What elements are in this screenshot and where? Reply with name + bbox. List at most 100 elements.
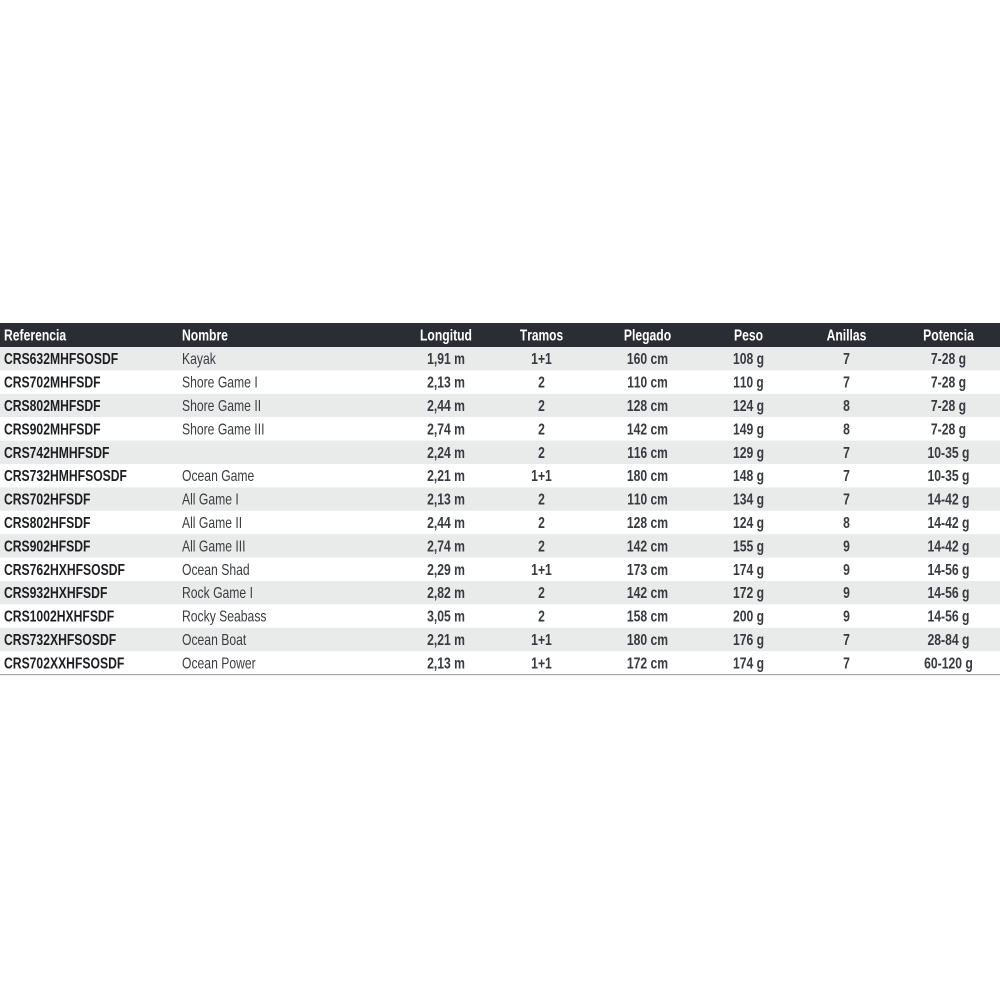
- svg-text:Ocean Power: Ocean Power: [182, 655, 256, 672]
- svg-text:Rocky Seabass: Rocky Seabass: [182, 609, 266, 626]
- svg-text:180 cm: 180 cm: [627, 468, 668, 485]
- svg-text:Longitud: Longitud: [420, 328, 472, 345]
- svg-text:2,13 m: 2,13 m: [427, 492, 465, 509]
- svg-text:Ocean Game: Ocean Game: [182, 468, 254, 485]
- svg-text:2,44 m: 2,44 m: [427, 515, 465, 532]
- svg-text:148 g: 148 g: [733, 468, 764, 485]
- svg-text:174 g: 174 g: [733, 562, 764, 579]
- svg-text:7: 7: [843, 351, 850, 368]
- svg-text:128 cm: 128 cm: [627, 398, 668, 415]
- svg-text:7-28 g: 7-28 g: [931, 375, 966, 392]
- svg-text:CRS902HFSDF: CRS902HFSDF: [4, 538, 91, 555]
- svg-text:CRS932HXHFSDF: CRS932HXHFSDF: [4, 585, 108, 602]
- svg-text:Kayak: Kayak: [182, 351, 217, 368]
- svg-text:7: 7: [843, 655, 850, 672]
- svg-text:8: 8: [843, 421, 850, 438]
- svg-text:173 cm: 173 cm: [627, 562, 668, 579]
- svg-text:1+1: 1+1: [531, 632, 552, 649]
- svg-text:124 g: 124 g: [733, 398, 764, 415]
- svg-text:108 g: 108 g: [733, 351, 764, 368]
- svg-text:9: 9: [843, 562, 850, 579]
- svg-text:142 cm: 142 cm: [627, 421, 668, 438]
- svg-text:CRS742HMHFSDF: CRS742HMHFSDF: [4, 445, 110, 462]
- svg-text:128 cm: 128 cm: [627, 515, 668, 532]
- svg-text:2,21 m: 2,21 m: [427, 632, 465, 649]
- svg-text:CRS802MHFSDF: CRS802MHFSDF: [4, 398, 101, 415]
- svg-text:110 cm: 110 cm: [627, 492, 668, 509]
- svg-text:2: 2: [538, 585, 545, 602]
- svg-text:110 cm: 110 cm: [627, 375, 668, 392]
- svg-text:All Game I: All Game I: [182, 492, 239, 509]
- svg-text:10-35 g: 10-35 g: [928, 468, 970, 485]
- svg-text:124 g: 124 g: [733, 515, 764, 532]
- svg-text:134 g: 134 g: [733, 492, 764, 509]
- svg-text:7-28 g: 7-28 g: [931, 421, 966, 438]
- svg-text:Plegado: Plegado: [624, 328, 671, 345]
- svg-text:CRS902MHFSDF: CRS902MHFSDF: [4, 421, 101, 438]
- svg-text:1+1: 1+1: [531, 562, 552, 579]
- svg-text:14-56 g: 14-56 g: [928, 585, 970, 602]
- svg-text:155 g: 155 g: [733, 538, 764, 555]
- svg-text:Tramos: Tramos: [520, 328, 563, 345]
- svg-text:CRS702MHFSDF: CRS702MHFSDF: [4, 375, 101, 392]
- svg-text:14-56 g: 14-56 g: [928, 609, 970, 626]
- svg-text:8: 8: [843, 398, 850, 415]
- svg-text:2,74 m: 2,74 m: [427, 538, 465, 555]
- svg-text:180 cm: 180 cm: [627, 632, 668, 649]
- svg-text:116 cm: 116 cm: [627, 445, 668, 462]
- svg-text:3,05 m: 3,05 m: [427, 609, 465, 626]
- svg-text:172 cm: 172 cm: [627, 655, 668, 672]
- svg-text:7-28 g: 7-28 g: [931, 351, 966, 368]
- svg-text:7: 7: [843, 632, 850, 649]
- svg-text:176 g: 176 g: [733, 632, 764, 649]
- svg-text:7-28 g: 7-28 g: [931, 398, 966, 415]
- svg-text:142 cm: 142 cm: [627, 538, 668, 555]
- svg-text:172 g: 172 g: [733, 585, 764, 602]
- svg-text:9: 9: [843, 538, 850, 555]
- svg-text:2,29 m: 2,29 m: [427, 562, 465, 579]
- svg-text:2,44 m: 2,44 m: [427, 398, 465, 415]
- svg-text:1+1: 1+1: [531, 351, 552, 368]
- svg-text:2: 2: [538, 515, 545, 532]
- svg-text:Shore Game II: Shore Game II: [182, 398, 261, 415]
- svg-text:Referencia: Referencia: [4, 328, 66, 345]
- svg-text:2,13 m: 2,13 m: [427, 655, 465, 672]
- svg-text:CRS732HMHFSOSDF: CRS732HMHFSOSDF: [4, 468, 127, 485]
- svg-text:9: 9: [843, 585, 850, 602]
- svg-text:158 cm: 158 cm: [627, 609, 668, 626]
- svg-text:Shore Game III: Shore Game III: [182, 421, 264, 438]
- svg-text:1,91 m: 1,91 m: [427, 351, 465, 368]
- svg-text:Shore Game I: Shore Game I: [182, 375, 258, 392]
- svg-text:Anillas: Anillas: [827, 328, 867, 345]
- svg-text:14-56 g: 14-56 g: [928, 562, 970, 579]
- svg-text:2,21 m: 2,21 m: [427, 468, 465, 485]
- svg-text:CRS702HFSDF: CRS702HFSDF: [4, 492, 91, 509]
- svg-text:2,24 m: 2,24 m: [427, 445, 465, 462]
- svg-text:2: 2: [538, 492, 545, 509]
- svg-text:2: 2: [538, 538, 545, 555]
- svg-text:2: 2: [538, 609, 545, 626]
- svg-text:CRS702XXHFSOSDF: CRS702XXHFSOSDF: [4, 655, 124, 672]
- svg-text:7: 7: [843, 445, 850, 462]
- svg-text:2: 2: [538, 421, 545, 438]
- svg-text:14-42 g: 14-42 g: [928, 515, 970, 532]
- svg-text:110 g: 110 g: [733, 375, 763, 392]
- svg-text:8: 8: [843, 515, 850, 532]
- svg-text:Ocean Shad: Ocean Shad: [182, 562, 250, 579]
- svg-text:2: 2: [538, 398, 545, 415]
- svg-text:CRS732XHFSOSDF: CRS732XHFSOSDF: [4, 632, 116, 649]
- svg-text:1+1: 1+1: [531, 468, 552, 485]
- svg-text:CRS802HFSDF: CRS802HFSDF: [4, 515, 91, 532]
- svg-text:2: 2: [538, 445, 545, 462]
- svg-text:2,82 m: 2,82 m: [427, 585, 465, 602]
- svg-text:2,13 m: 2,13 m: [427, 375, 465, 392]
- svg-text:149 g: 149 g: [733, 421, 764, 438]
- svg-text:2,74 m: 2,74 m: [427, 421, 465, 438]
- svg-text:7: 7: [843, 492, 850, 509]
- svg-text:200 g: 200 g: [733, 609, 764, 626]
- svg-text:10-35 g: 10-35 g: [928, 445, 970, 462]
- svg-text:14-42 g: 14-42 g: [928, 492, 970, 509]
- svg-text:7: 7: [843, 468, 850, 485]
- svg-text:CRS632MHFSOSDF: CRS632MHFSOSDF: [4, 351, 118, 368]
- svg-text:CRS1002HXHFSDF: CRS1002HXHFSDF: [4, 609, 114, 626]
